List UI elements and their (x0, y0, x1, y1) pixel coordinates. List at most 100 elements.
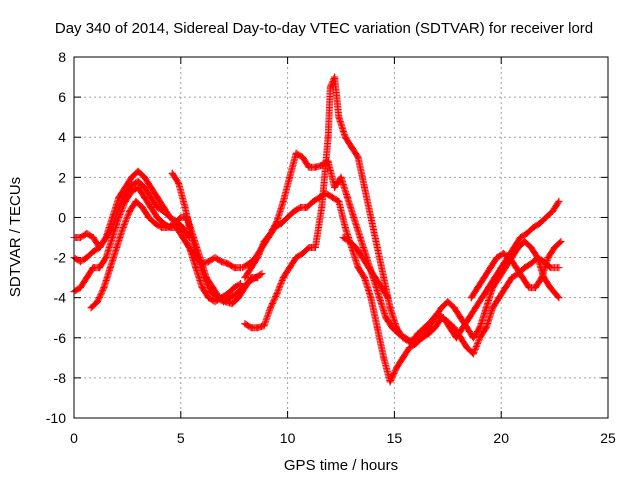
data-point (527, 260, 535, 268)
data-point (279, 197, 287, 205)
data-point (335, 197, 343, 205)
data-point (230, 284, 238, 292)
data-point (531, 284, 539, 292)
data-point (198, 284, 206, 292)
data-point (153, 203, 161, 211)
data-point (284, 213, 292, 221)
data-point (108, 223, 116, 231)
data-point (465, 314, 473, 322)
series-track-10 (467, 238, 565, 302)
series-track-8 (241, 73, 563, 346)
data-point (128, 173, 136, 181)
data-point (444, 318, 452, 326)
data-point (476, 334, 484, 342)
data-point (128, 181, 136, 189)
data-point (303, 203, 311, 211)
data-point (482, 324, 490, 332)
data-point (487, 264, 495, 272)
data-point (341, 223, 349, 231)
data-point (548, 207, 556, 215)
data-point (299, 153, 307, 161)
data-point (145, 213, 153, 221)
data-point (506, 254, 514, 262)
data-point (273, 290, 281, 298)
data-point (138, 203, 146, 211)
data-point (153, 213, 161, 221)
data-point (106, 264, 114, 272)
data-point (211, 254, 219, 262)
data-point (258, 244, 266, 252)
data-point (457, 314, 465, 322)
data-point (326, 83, 334, 91)
data-points (70, 73, 565, 386)
data-point (213, 294, 221, 302)
data-point (211, 298, 219, 306)
data-point (331, 183, 339, 191)
data-point (258, 270, 266, 278)
data-point (467, 294, 475, 302)
data-point (512, 264, 520, 272)
data-point (194, 254, 202, 262)
data-point (348, 143, 356, 151)
data-point (516, 234, 524, 241)
data-point (187, 234, 195, 241)
series-trace (241, 73, 563, 346)
data-point (367, 213, 375, 221)
x-tick-label: 15 (387, 430, 403, 446)
data-point (83, 229, 91, 237)
data-point (134, 167, 142, 175)
x-tick-label: 20 (493, 430, 509, 446)
data-point (331, 73, 339, 81)
grid-lines (74, 57, 608, 418)
y-tick-label: -10 (46, 410, 66, 426)
data-point (239, 284, 247, 292)
data-point (546, 284, 554, 292)
data-point (173, 223, 181, 231)
data-point (147, 193, 155, 201)
data-point (463, 344, 471, 352)
data-point (529, 223, 537, 231)
data-point (108, 234, 116, 241)
data-point (318, 203, 326, 211)
data-point (378, 284, 386, 292)
data-point (160, 207, 168, 215)
data-point (358, 254, 366, 262)
data-point (412, 340, 420, 348)
data-point (431, 314, 439, 322)
data-point (173, 217, 181, 225)
data-point (100, 284, 108, 292)
data-point (367, 294, 375, 302)
data-point (147, 183, 155, 191)
data-point (151, 219, 159, 227)
data-point (373, 324, 381, 332)
data-point (89, 248, 97, 256)
data-point (555, 294, 563, 302)
data-point (230, 264, 238, 272)
data-point (271, 223, 279, 231)
data-point (76, 258, 84, 266)
data-point (501, 264, 509, 272)
data-point (450, 324, 458, 332)
data-point (425, 324, 433, 332)
data-point (83, 254, 91, 262)
data-point (267, 304, 275, 312)
data-point (525, 284, 533, 292)
data-point (115, 203, 123, 211)
data-point (239, 264, 247, 272)
data-point (343, 193, 351, 201)
data-point (393, 324, 401, 332)
data-point (534, 254, 542, 262)
data-point (437, 304, 445, 312)
y-tick-label: -6 (54, 330, 67, 346)
data-point (102, 254, 110, 262)
data-point (207, 288, 215, 296)
data-point (508, 274, 516, 282)
data-point (476, 324, 484, 332)
y-axis-label: SDTVAR / TECUs (7, 177, 24, 297)
data-point (341, 133, 349, 141)
data-point (489, 284, 497, 292)
data-point (179, 223, 187, 231)
data-point (405, 338, 413, 346)
x-tick-label: 25 (600, 430, 616, 446)
y-tick-label: -4 (54, 290, 67, 306)
